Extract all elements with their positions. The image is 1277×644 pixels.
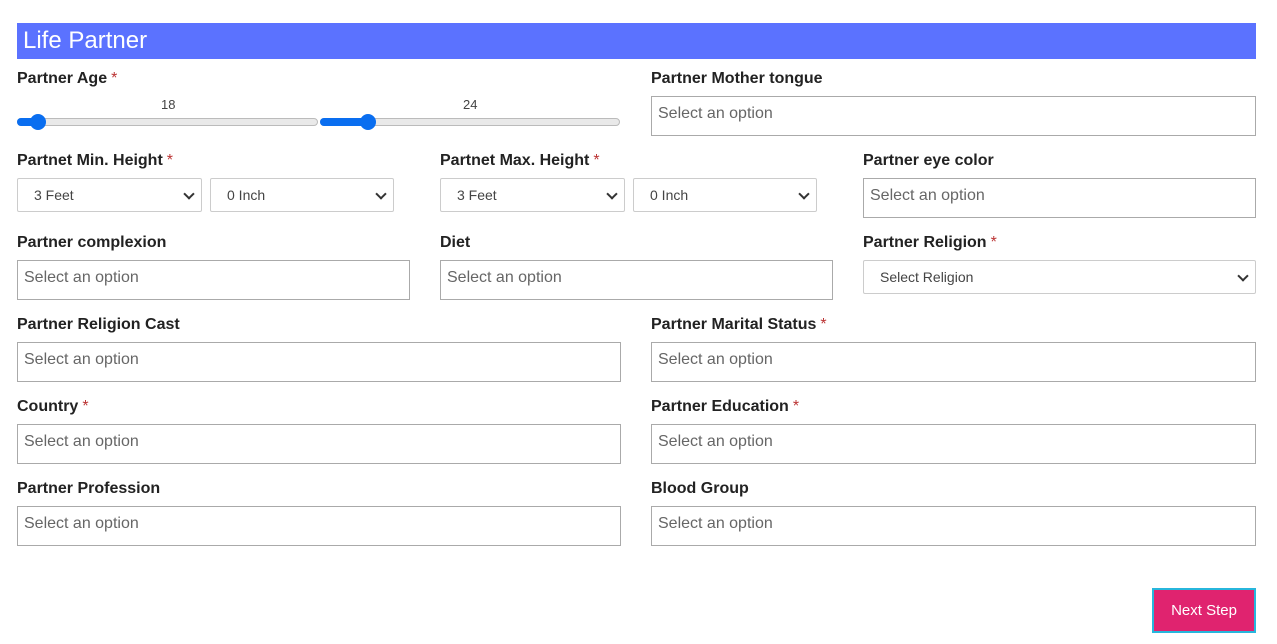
slider-fill: [17, 118, 39, 126]
select-value: 3 Feet: [34, 187, 74, 203]
slider-thumb[interactable]: [360, 114, 376, 130]
next-step-button[interactable]: Next Step: [1152, 588, 1256, 633]
max-height-feet-select[interactable]: 3 Feet: [440, 178, 625, 212]
chevron-down-icon: [798, 188, 810, 200]
select-value: 3 Feet: [457, 187, 497, 203]
select-value: Select Religion: [880, 269, 974, 285]
education-select[interactable]: Select an option: [651, 424, 1256, 464]
country-label: Country *: [17, 397, 89, 417]
complexion-label: Partner complexion: [17, 234, 167, 251]
max-height-inch-select[interactable]: 0 Inch: [633, 178, 817, 212]
min-height-label: Partnet Min. Height *: [17, 151, 173, 171]
label-text: Partner Marital Status: [651, 316, 817, 333]
label-text: Partnet Max. Height: [440, 152, 590, 169]
age-max-slider[interactable]: [320, 114, 620, 130]
chevron-down-icon: [606, 188, 618, 200]
slider-fill: [320, 118, 369, 126]
eye-color-select[interactable]: Select an option: [863, 178, 1256, 218]
label-text: Partner Education: [651, 398, 789, 415]
required-mark: *: [111, 70, 118, 87]
complexion-select[interactable]: Select an option: [17, 260, 410, 300]
required-mark: *: [820, 316, 827, 333]
max-height-label: Partnet Max. Height *: [440, 151, 600, 171]
chevron-down-icon: [183, 188, 195, 200]
chevron-down-icon: [1237, 270, 1249, 282]
required-mark: *: [792, 398, 800, 415]
religion-cast-select[interactable]: Select an option: [17, 342, 621, 382]
religion-cast-label: Partner Religion Cast: [17, 316, 180, 333]
label-text: Country: [17, 398, 79, 415]
diet-label: Diet: [440, 234, 471, 251]
marital-status-select[interactable]: Select an option: [651, 342, 1256, 382]
label-text: Partner Age: [17, 70, 108, 87]
partner-age-label: Partner Age *: [17, 69, 117, 89]
section-header: Life Partner: [17, 23, 1256, 59]
label-text: Partner Religion: [863, 234, 987, 251]
chevron-down-icon: [375, 188, 387, 200]
blood-group-label: Blood Group: [651, 480, 749, 497]
slider-thumb[interactable]: [30, 114, 46, 130]
education-label: Partner Education *: [651, 397, 799, 417]
required-mark: *: [166, 152, 174, 169]
eye-color-label: Partner eye color: [863, 152, 994, 169]
age-min-value: 18: [161, 97, 176, 112]
religion-select[interactable]: Select Religion: [863, 260, 1256, 294]
blood-group-select[interactable]: Select an option: [651, 506, 1256, 546]
age-min-slider[interactable]: [17, 114, 318, 130]
min-height-inch-select[interactable]: 0 Inch: [210, 178, 394, 212]
country-select[interactable]: Select an option: [17, 424, 621, 464]
select-value: 0 Inch: [227, 187, 266, 203]
select-value: 0 Inch: [650, 187, 689, 203]
required-mark: *: [593, 152, 600, 169]
marital-status-label: Partner Marital Status *: [651, 315, 827, 335]
diet-select[interactable]: Select an option: [440, 260, 833, 300]
profession-select[interactable]: Select an option: [17, 506, 621, 546]
profession-label: Partner Profession: [17, 480, 161, 497]
required-mark: *: [82, 398, 89, 415]
min-height-feet-select[interactable]: 3 Feet: [17, 178, 202, 212]
label-text: Partnet Min. Height: [17, 152, 163, 169]
religion-label: Partner Religion *: [863, 233, 997, 253]
age-max-value: 24: [463, 97, 478, 112]
mother-tongue-select[interactable]: Select an option: [651, 96, 1256, 136]
required-mark: *: [990, 234, 997, 251]
mother-tongue-label: Partner Mother tongue: [651, 70, 823, 87]
